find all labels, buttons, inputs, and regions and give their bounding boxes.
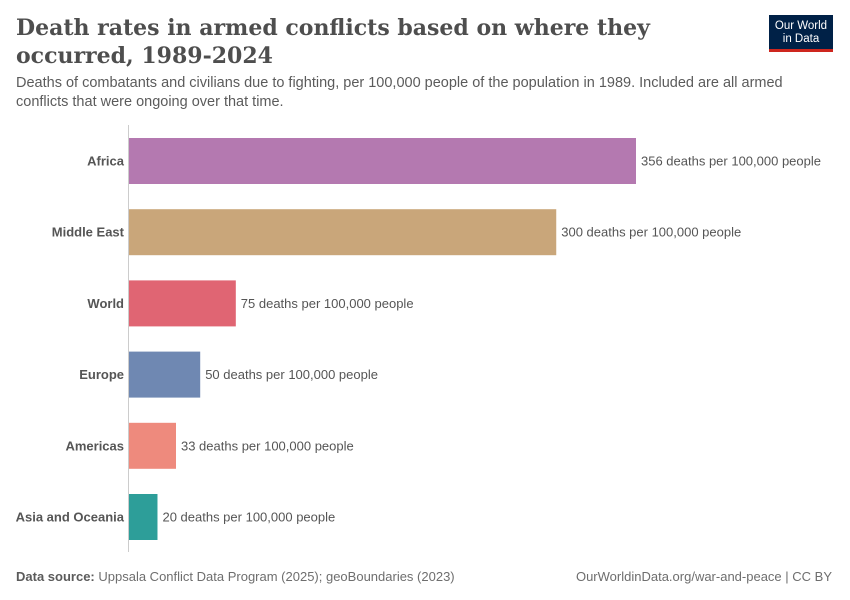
- owid-logo[interactable]: Our World in Data: [769, 15, 833, 52]
- bar[interactable]: [129, 351, 201, 398]
- bar[interactable]: [129, 494, 158, 540]
- category-label: Europe: [79, 367, 124, 382]
- chart-title: Death rates in armed conflicts based on …: [16, 15, 650, 69]
- source-link[interactable]: OurWorldinData.org/war-and-peace | CC BY: [575, 569, 832, 584]
- category-label: Americas: [65, 438, 124, 453]
- category-label: Africa: [87, 154, 125, 169]
- chart-subtitle: Deaths of combatants and civilians due t…: [16, 75, 783, 110]
- data-label: 75 deaths per 100,000 people: [241, 296, 414, 311]
- data-source: Data source: Uppsala Conflict Data Progr…: [16, 569, 455, 584]
- category-label: Asia and Oceania: [16, 510, 125, 525]
- bar[interactable]: [129, 138, 636, 184]
- bar[interactable]: [129, 280, 236, 327]
- category-label: Middle East: [52, 225, 125, 240]
- category-label: World: [87, 296, 124, 311]
- data-label: 50 deaths per 100,000 people: [205, 367, 378, 382]
- bar[interactable]: [129, 422, 176, 469]
- data-label: 20 deaths per 100,000 people: [162, 510, 335, 525]
- bar[interactable]: [129, 209, 557, 256]
- data-label: 33 deaths per 100,000 people: [181, 438, 354, 453]
- data-label: 356 deaths per 100,000 people: [641, 154, 821, 169]
- data-label: 300 deaths per 100,000 people: [561, 225, 741, 240]
